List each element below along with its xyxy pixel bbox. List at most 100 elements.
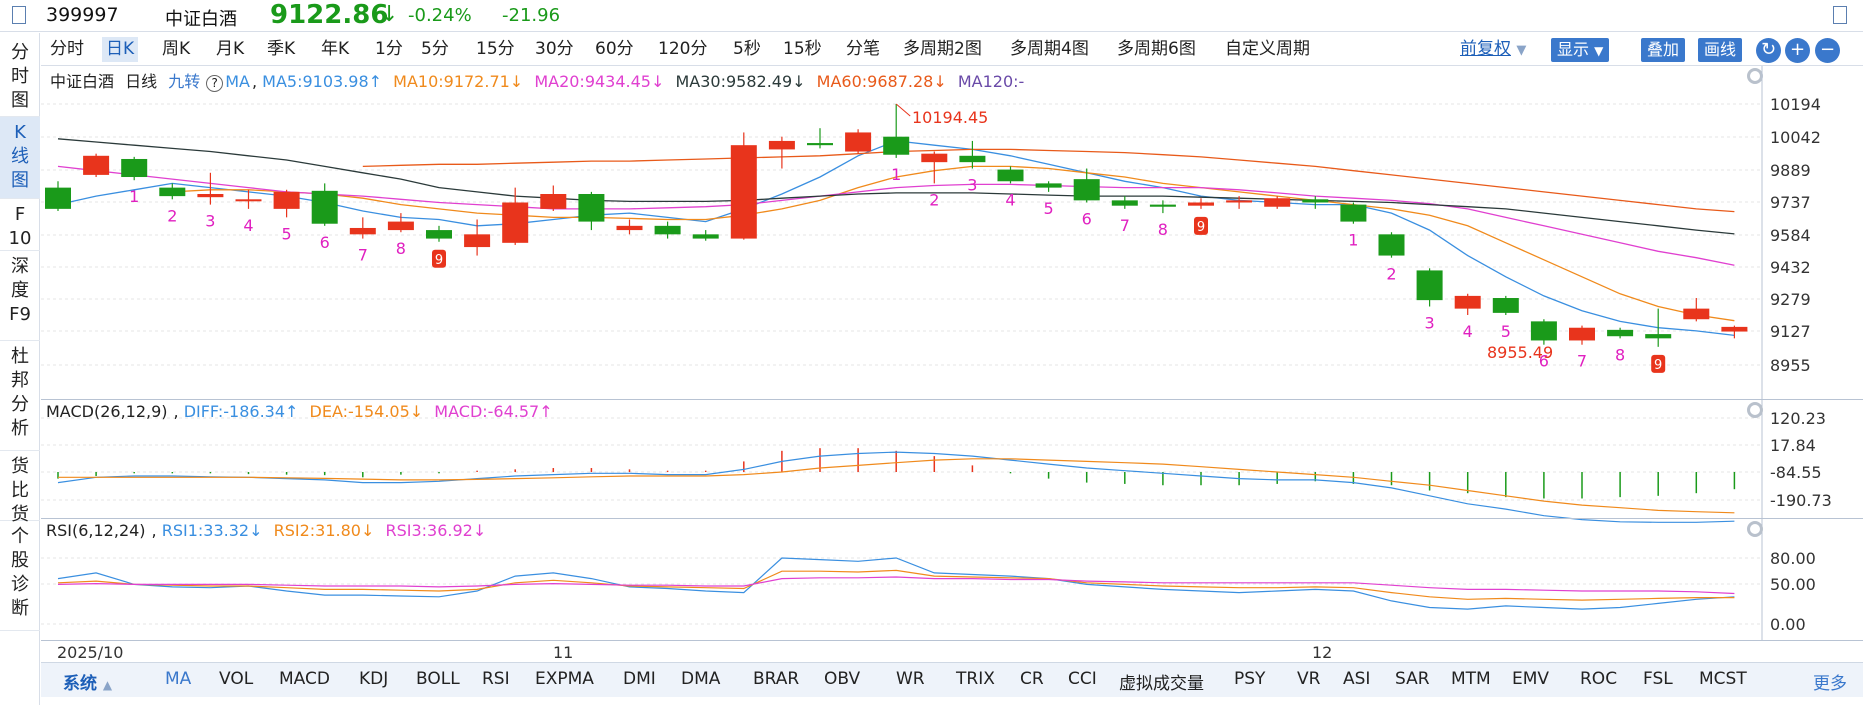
- indicator-tab[interactable]: SAR: [1395, 669, 1430, 689]
- indicator-tab[interactable]: PSY: [1234, 669, 1266, 689]
- period-tab[interactable]: 年K: [321, 39, 350, 59]
- triangle-up-icon: ▲: [102, 678, 113, 692]
- indicator-tab[interactable]: OBV: [824, 669, 861, 689]
- system-tab[interactable]: 系统 ▲: [63, 669, 112, 694]
- period-tab[interactable]: 1分: [375, 39, 403, 59]
- candle-body: [121, 158, 148, 178]
- candle-body: [1149, 204, 1176, 207]
- indicator-tab[interactable]: EMV: [1512, 669, 1550, 689]
- date-label: 2025/10: [57, 643, 124, 662]
- period-tab[interactable]: 月K: [216, 39, 245, 59]
- td-count-label: 6: [1082, 209, 1092, 228]
- more-indicators-link[interactable]: 更多: [1813, 674, 1847, 694]
- rsi-settings-gear-icon[interactable]: [1747, 521, 1763, 537]
- candle-body: [349, 227, 376, 235]
- left-nav-item[interactable]: 杜 邦 分 析: [0, 341, 40, 451]
- macd-settings-gear-icon[interactable]: [1747, 402, 1763, 418]
- indicator-tab[interactable]: MCST: [1699, 669, 1747, 689]
- period-tab[interactable]: 多周期6图: [1117, 39, 1196, 59]
- draw-line-button[interactable]: 画线: [1698, 38, 1743, 62]
- indicator-tab[interactable]: VOL: [219, 669, 254, 689]
- indicator-tab[interactable]: KDJ: [359, 669, 389, 689]
- y-tick-label: 120.23: [1770, 409, 1826, 428]
- display-dropdown[interactable]: 显示 ▼: [1551, 38, 1610, 62]
- candle-body: [578, 194, 605, 222]
- period-tab[interactable]: 分笔: [846, 39, 880, 59]
- candle-body: [1302, 199, 1329, 203]
- indicator-tab[interactable]: VR: [1297, 669, 1321, 689]
- period-tab[interactable]: 自定义周期: [1225, 39, 1310, 59]
- candle-body: [159, 187, 186, 197]
- ma-line-ma10: [172, 165, 1735, 322]
- low-annotation: 8955.49: [1487, 343, 1554, 362]
- minus-icon[interactable]: −: [1815, 38, 1840, 63]
- indicator-tab[interactable]: RSI: [482, 669, 510, 689]
- left-nav-item[interactable]: 货 比 货: [0, 451, 40, 525]
- fuquan-dropdown[interactable]: 前复权 ▼: [1456, 37, 1530, 62]
- indicator-tab[interactable]: CR: [1020, 669, 1044, 689]
- candle-body: [1111, 200, 1138, 206]
- period-tab[interactable]: 日K: [102, 37, 139, 62]
- y-tick-label: 9889: [1770, 161, 1811, 180]
- period-tab[interactable]: 60分: [595, 39, 634, 59]
- indicator-tab[interactable]: BRAR: [753, 669, 800, 689]
- period-tab[interactable]: 5秒: [733, 39, 761, 59]
- td-count-label: 9: [1654, 358, 1662, 373]
- indicator-tab[interactable]: DMA: [681, 669, 721, 689]
- main-legend: 中证白酒 日线 九转? MA, MA5:9103.98↑ MA10:9172.71…: [50, 72, 1025, 92]
- candle-body: [1340, 204, 1367, 222]
- candle-body: [692, 234, 719, 239]
- indicator-tab[interactable]: MA: [165, 669, 192, 689]
- indicator-tab[interactable]: CCI: [1068, 669, 1097, 689]
- help-icon[interactable]: ?: [206, 75, 224, 92]
- period-tab[interactable]: 季K: [267, 39, 296, 59]
- window-toggle-icon[interactable]: [1833, 6, 1847, 24]
- plus-icon[interactable]: +: [1785, 38, 1810, 63]
- candle-body: [1226, 200, 1253, 203]
- candle-body: [1721, 326, 1748, 332]
- display-label: 显示: [1557, 40, 1590, 59]
- indicator-tab[interactable]: BOLL: [416, 669, 460, 689]
- indicator-tab[interactable]: FSL: [1643, 669, 1673, 689]
- chart-title: 中证白酒: [50, 72, 115, 91]
- left-nav-item[interactable]: K 线 图: [0, 117, 40, 199]
- td-count-badge: [432, 249, 446, 268]
- period-tab[interactable]: 周K: [162, 39, 191, 59]
- indicator-tab[interactable]: MTM: [1451, 669, 1491, 689]
- overlay-button[interactable]: 叠加: [1641, 38, 1686, 62]
- indicator-tab[interactable]: ROC: [1580, 669, 1618, 689]
- period-tab[interactable]: 15秒: [783, 39, 822, 59]
- jiuzhuan-toggle[interactable]: 九转: [168, 72, 201, 91]
- y-tick-label: 50.00: [1770, 575, 1816, 594]
- period-tab[interactable]: 分时: [50, 39, 84, 59]
- window-restore-icon[interactable]: [12, 6, 26, 24]
- left-nav-item[interactable]: F 10: [0, 199, 40, 251]
- period-tab[interactable]: 30分: [535, 39, 574, 59]
- left-nav-item[interactable]: 分 时 图: [0, 37, 40, 117]
- indicator-tab[interactable]: MACD: [279, 669, 330, 689]
- y-tick-label: -84.55: [1770, 463, 1822, 482]
- period-tab[interactable]: 5分: [421, 39, 449, 59]
- period-tab[interactable]: 15分: [476, 39, 515, 59]
- left-nav-item[interactable]: 个 股 诊 断: [0, 521, 40, 631]
- indicator-tab[interactable]: WR: [896, 669, 925, 689]
- indicator-tab[interactable]: EXPMA: [535, 669, 594, 689]
- indicator-tab[interactable]: ASI: [1343, 669, 1371, 689]
- indicator-tab[interactable]: 虚拟成交量: [1119, 674, 1204, 694]
- candle-body: [1569, 327, 1595, 341]
- candle-body: [654, 225, 681, 235]
- candle-body: [1416, 270, 1443, 301]
- td-count-label: 3: [205, 212, 215, 231]
- refresh-icon[interactable]: ↻: [1756, 38, 1781, 63]
- ma20-value: MA20:9434.45↓: [534, 72, 665, 91]
- period-tab[interactable]: 多周期2图: [903, 39, 982, 59]
- divider: [41, 518, 1863, 519]
- indicator-tab[interactable]: DMI: [623, 669, 656, 689]
- indicator-tab[interactable]: TRIX: [956, 669, 995, 689]
- td-count-label: 5: [1501, 322, 1511, 341]
- left-nav-item[interactable]: 深 度 F9: [0, 251, 40, 341]
- period-tab[interactable]: 120分: [658, 39, 708, 59]
- period-tab[interactable]: 多周期4图: [1010, 39, 1089, 59]
- candle-body: [311, 190, 338, 224]
